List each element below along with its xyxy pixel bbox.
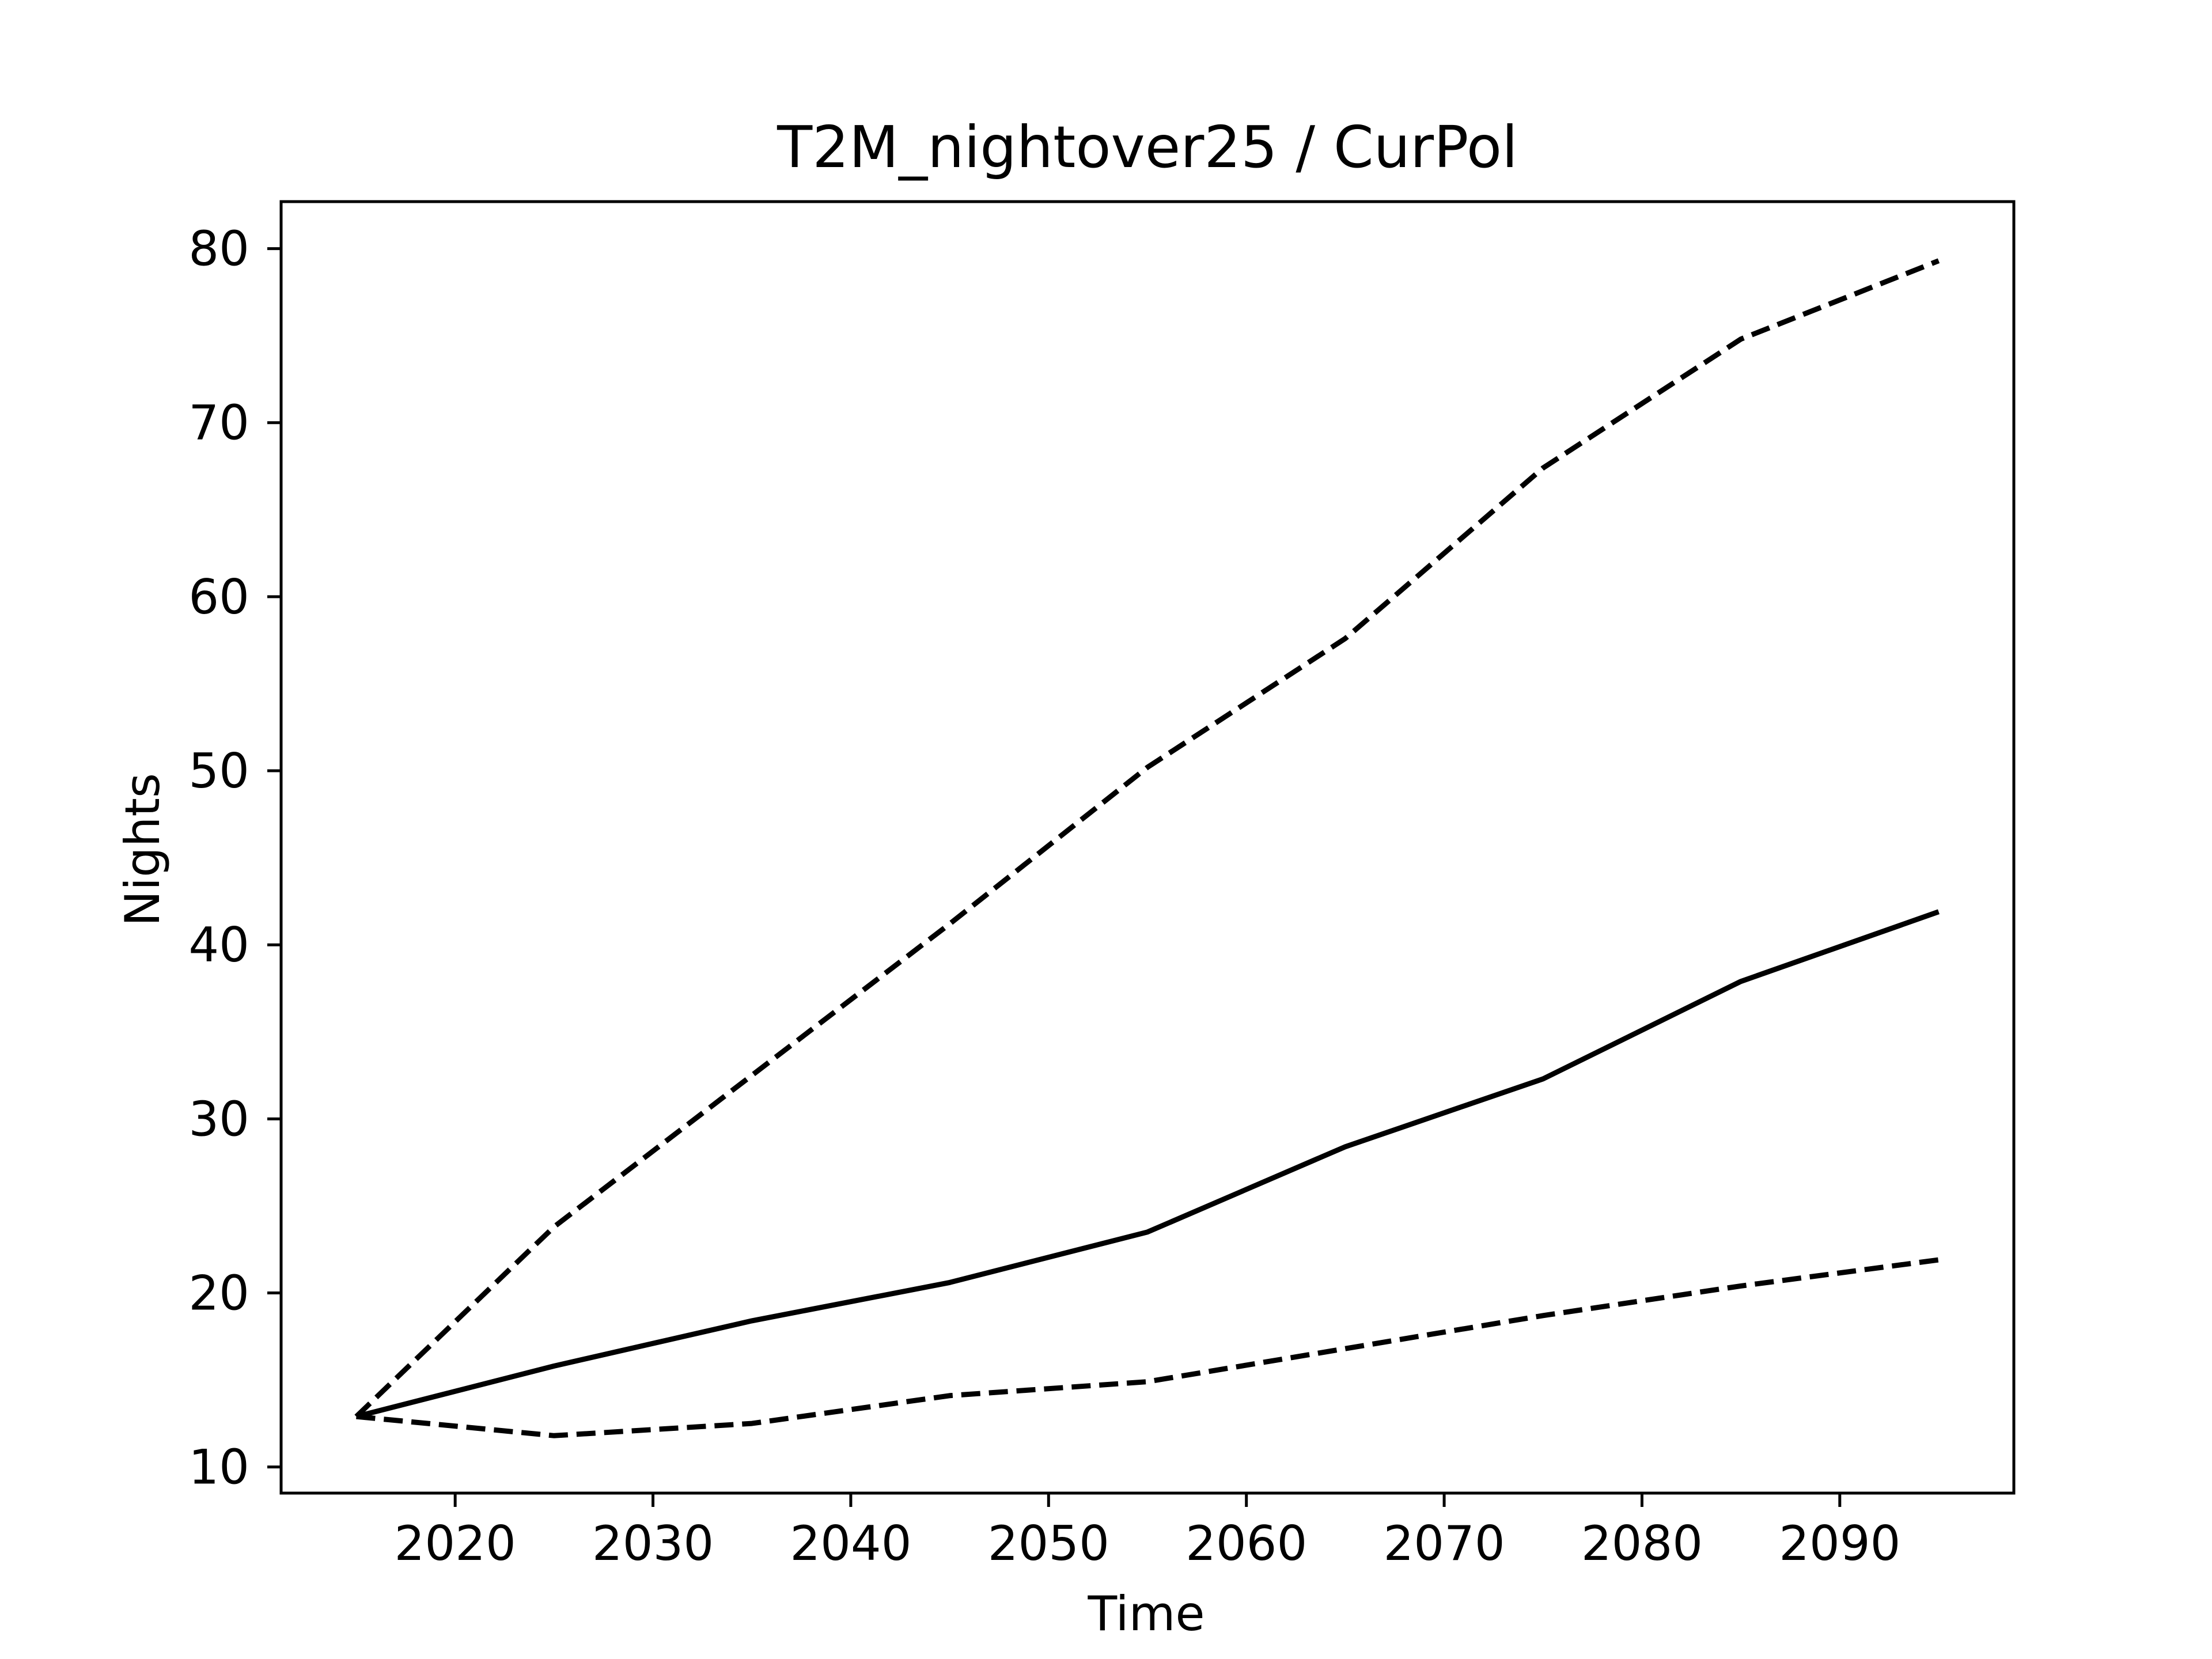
y-tick-label-50: 50 <box>188 743 249 799</box>
x-tick-label-2070: 2070 <box>1383 1516 1505 1571</box>
y-tick-label-40: 40 <box>188 917 249 973</box>
x-tick-label-2080: 2080 <box>1581 1516 1703 1571</box>
y-tick-label-80: 80 <box>188 221 249 277</box>
series-line-3 <box>356 1257 1940 1438</box>
x-axis: 2020 2030 2040 2050 2060 2070 2080 2090 <box>395 1493 1900 1571</box>
chart-title: T2M_nightover25 / CurPol <box>777 113 1518 181</box>
x-tick-label-2020: 2020 <box>395 1516 516 1571</box>
x-tick-label-2030: 2030 <box>592 1516 714 1571</box>
y-axis-label: Nights <box>115 773 171 926</box>
x-tick-label-2050: 2050 <box>988 1516 1109 1571</box>
y-tick-label-10: 10 <box>188 1440 249 1495</box>
x-tick-label-2040: 2040 <box>790 1516 911 1571</box>
y-tick-label-60: 60 <box>188 569 249 625</box>
x-tick-label-2090: 2090 <box>1779 1516 1900 1571</box>
series-layer <box>354 258 1940 1438</box>
x-tick-label-2060: 2060 <box>1185 1516 1307 1571</box>
y-tick-label-70: 70 <box>188 395 249 451</box>
y-axis: 10 20 30 40 50 60 70 80 <box>188 221 281 1495</box>
series-line-2 <box>355 909 1940 1419</box>
plot-frame <box>279 200 2016 1495</box>
series-line-1 <box>354 258 1940 1419</box>
x-axis-label: Time <box>1087 1586 1205 1642</box>
y-tick-label-30: 30 <box>188 1091 249 1147</box>
y-tick-label-20: 20 <box>188 1266 249 1321</box>
